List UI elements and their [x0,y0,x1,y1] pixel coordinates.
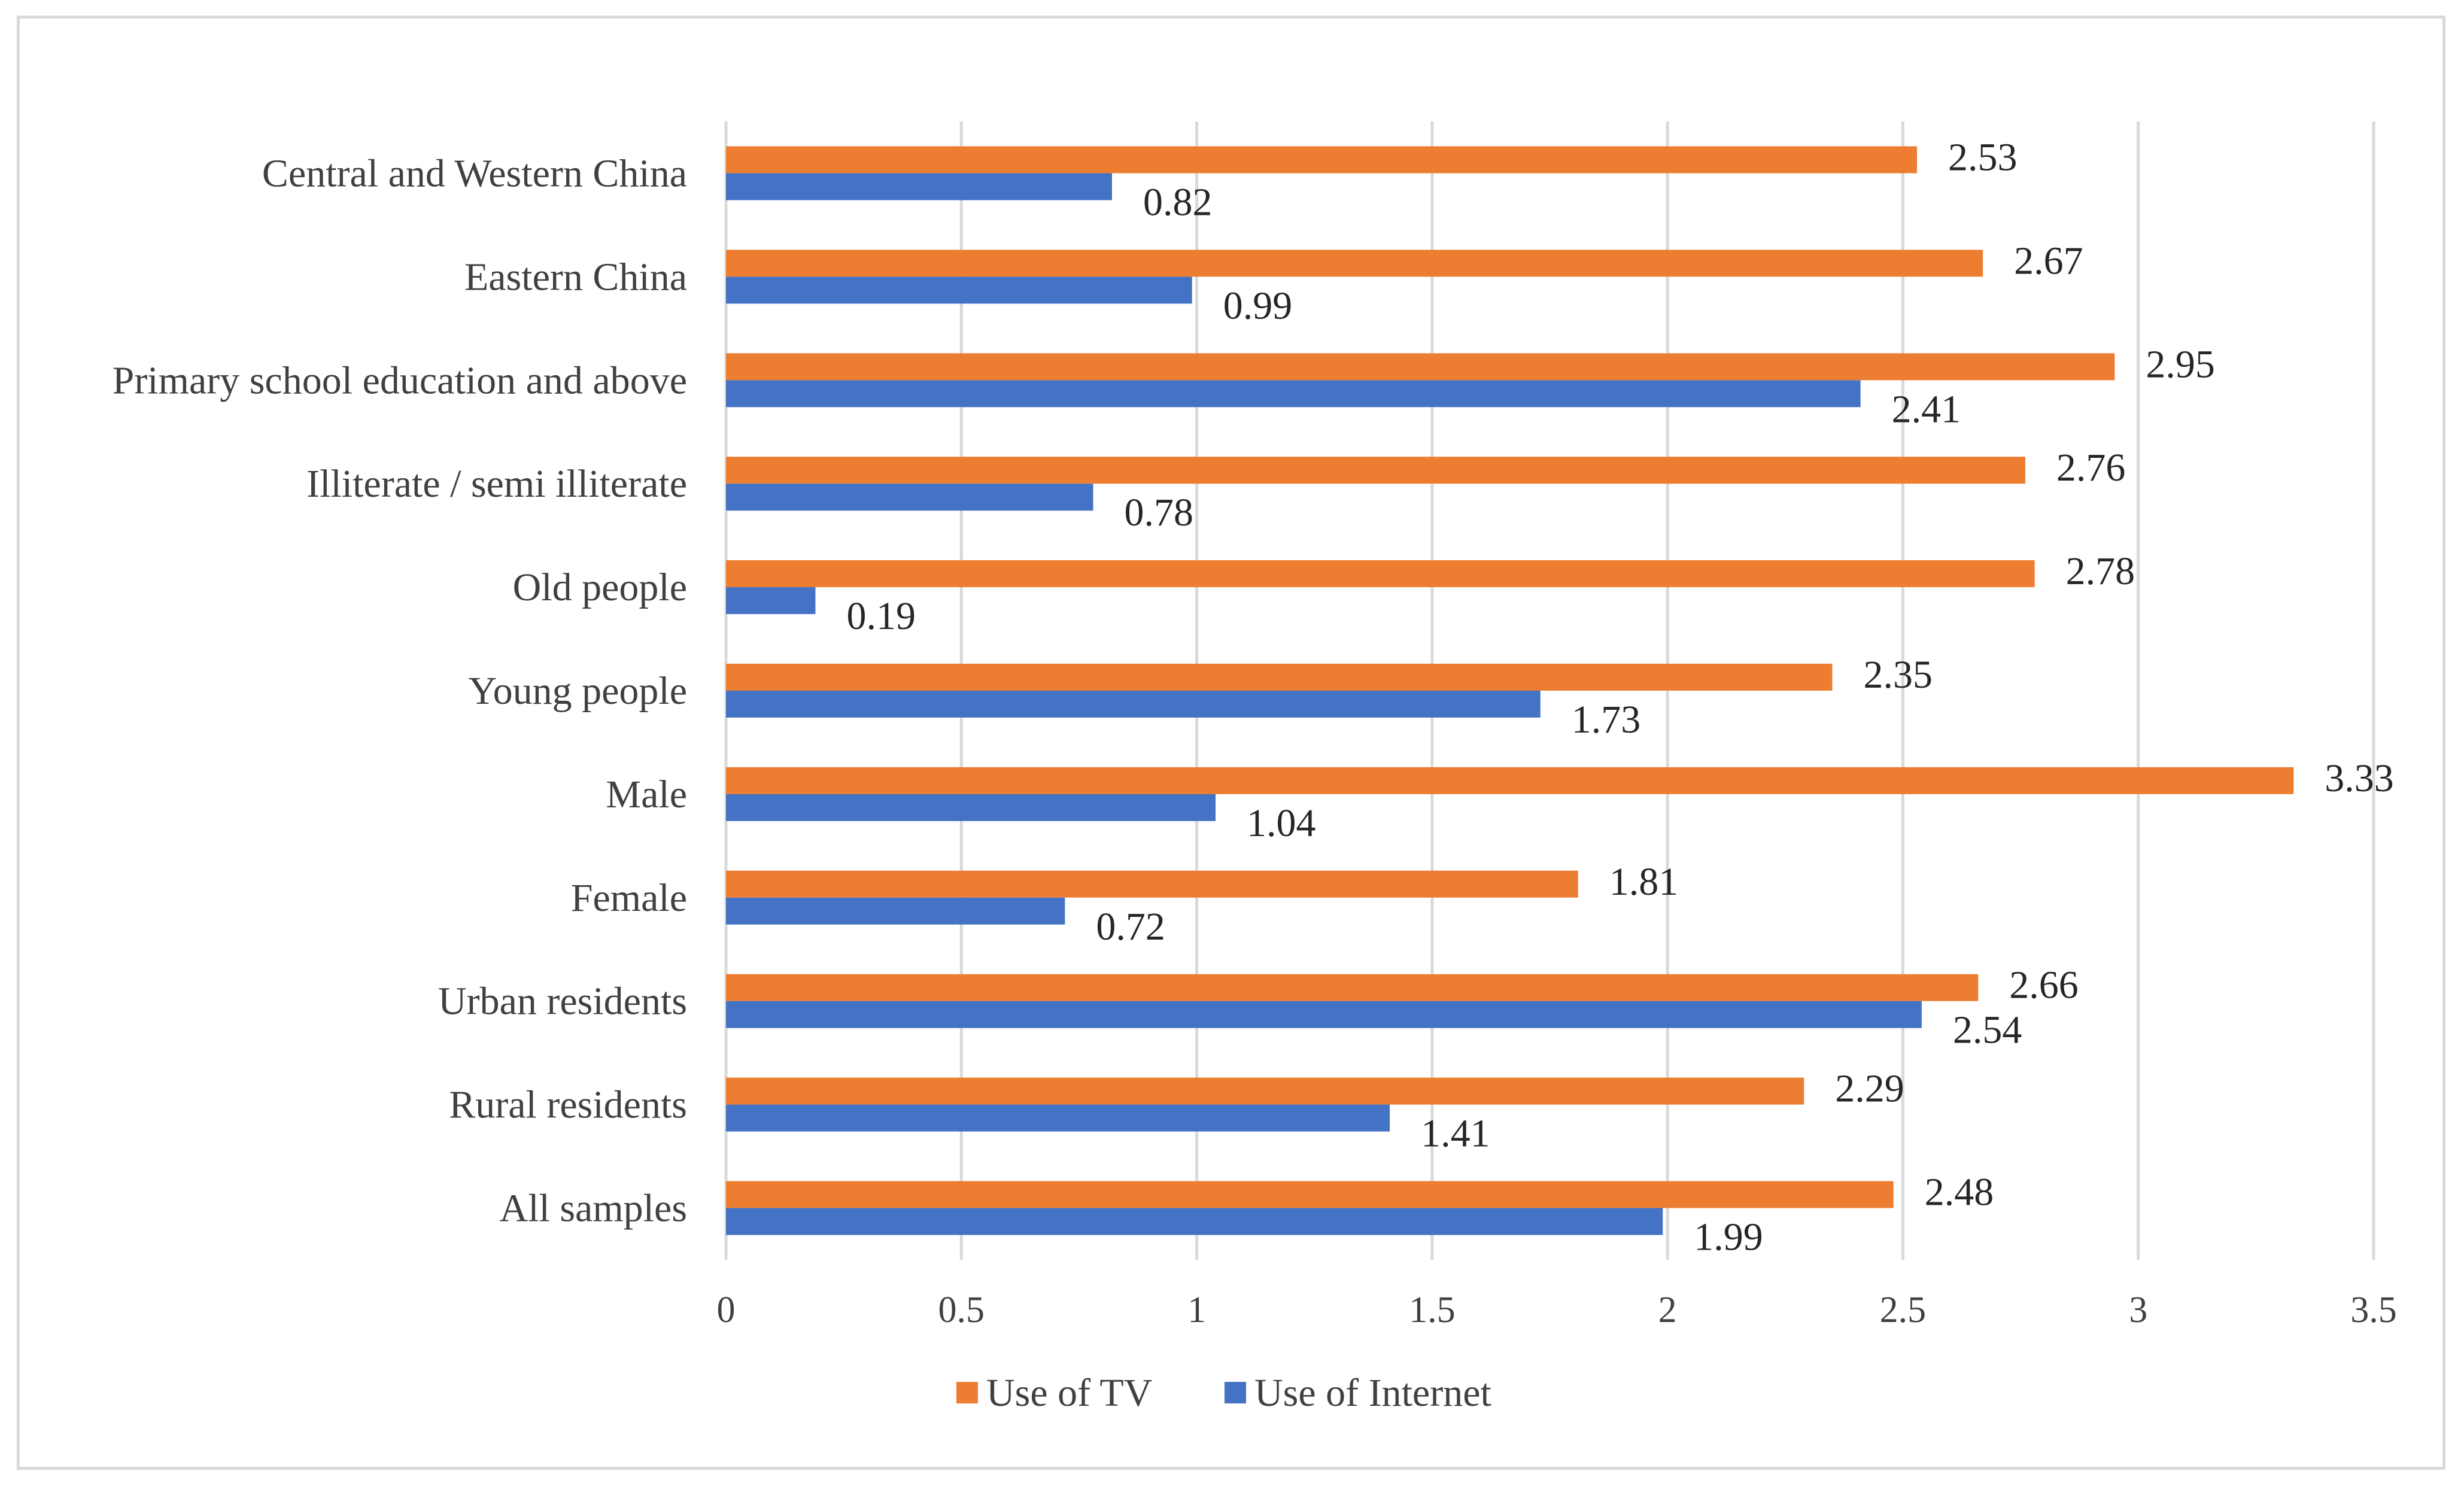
x-tick-label-0: 0 [717,1290,736,1330]
category-label-rural-residents: Rural residents [449,1083,687,1127]
bar-tv-illiterate-semi-illiterate [726,457,2025,484]
data-label-internet-eastern-china: 0.99 [1223,284,1292,327]
data-label-tv-old-people: 2.78 [2066,549,2135,593]
data-label-tv-male: 3.33 [2325,756,2394,800]
x-tick-label-2-5: 2.5 [1880,1290,1927,1330]
category-label-male: Male [606,773,687,816]
data-label-tv-female: 1.81 [1609,860,1679,904]
category-label-young-people: Young people [469,669,687,713]
bar-internet-central-and-western-china [726,173,1112,200]
data-label-internet-young-people: 1.73 [1572,698,1641,742]
bar-internet-female [726,897,1065,925]
category-label-central-and-western-china: Central and Western China [262,151,687,195]
bar-internet-illiterate-semi-illiterate [726,484,1093,511]
category-label-all-samples: All samples [500,1187,687,1230]
legend-item-use-of-internet: Use of Internet [1225,1371,1491,1415]
data-label-tv-primary-school-education-and-above: 2.95 [2146,342,2215,386]
data-label-tv-young-people: 2.35 [1863,653,1933,697]
legend-item-use-of-tv: Use of TV [956,1371,1152,1415]
x-tick-label-3-5: 3.5 [2350,1290,2397,1330]
bar-internet-rural-residents [726,1104,1390,1132]
legend: Use of TV Use of Internet [956,1371,1491,1415]
bar-tv-young-people [726,664,1833,691]
bar-tv-rural-residents [726,1077,1804,1105]
category-label-illiterate-semi-illiterate: Illiterate / semi illiterate [306,462,687,506]
data-label-internet-urban-residents: 2.54 [1953,1008,2022,1052]
bars [726,146,2294,1235]
bar-tv-male [726,767,2294,794]
data-label-internet-female: 0.72 [1096,905,1165,949]
x-tick-label-0-5: 0.5 [938,1290,985,1330]
bar-tv-old-people [726,560,2035,588]
bar-internet-all-samples [726,1208,1663,1235]
bar-internet-male [726,794,1216,821]
legend-swatch-use-of-internet [1225,1382,1246,1403]
data-label-tv-urban-residents: 2.66 [2009,964,2079,1007]
legend-label-use-of-internet: Use of Internet [1254,1371,1491,1415]
bar-internet-young-people [726,691,1541,718]
legend-swatch-use-of-tv [956,1382,978,1403]
bar-internet-primary-school-education-and-above [726,380,1861,408]
category-label-old-people: Old people [513,566,687,609]
category-labels: All samples Rural residents Urban resident… [113,151,687,1230]
category-label-female: Female [571,876,687,920]
data-label-internet-male: 1.04 [1247,801,1316,845]
legend-label-use-of-tv: Use of TV [986,1371,1152,1415]
category-label-urban-residents: Urban residents [438,980,687,1023]
bar-internet-old-people [726,587,816,615]
bar-tv-all-samples [726,1181,1894,1208]
bar-tv-female [726,870,1578,898]
bar-tv-eastern-china [726,250,1983,277]
x-tick-label-1-5: 1.5 [1409,1290,1456,1330]
data-label-internet-rural-residents: 1.41 [1421,1112,1490,1156]
x-tick-label-2: 2 [1658,1290,1677,1330]
bar-chart: All samples Rural residents Urban resident… [113,121,2397,1415]
data-label-tv-eastern-china: 2.67 [2014,239,2083,282]
data-label-internet-illiterate-semi-illiterate: 0.78 [1125,491,1194,534]
bar-tv-central-and-western-china [726,146,1918,174]
data-label-tv-rural-residents: 2.29 [1835,1067,1904,1111]
x-tick-label-3: 3 [2129,1290,2147,1330]
x-tick-label-1: 1 [1187,1290,1206,1330]
bar-tv-primary-school-education-and-above [726,353,2115,381]
x-tick-labels: 0 0.5 1 1.5 2 2.5 3 3.5 [717,1290,2397,1330]
data-labels: 2.48 1.99 2.29 1.41 2.662.54 1.81 0.72 3.33 1.04… [846,135,2393,1259]
bar-tv-urban-residents [726,974,1979,1001]
data-label-tv-central-and-western-china: 2.53 [1948,135,2018,179]
category-label-primary-school-education-and-above: Primary school education and above [113,358,687,402]
bar-internet-urban-residents [726,1001,1922,1028]
category-label-eastern-china: Eastern China [464,255,687,299]
data-label-internet-primary-school-education-and-above: 2.41 [1892,387,1961,431]
data-label-internet-all-samples: 1.99 [1694,1215,1763,1259]
data-label-internet-central-and-western-china: 0.82 [1143,180,1213,224]
data-label-tv-all-samples: 2.48 [1925,1171,1994,1214]
chart-frame: All samples Rural residents Urban resident… [17,16,2445,1470]
bar-internet-eastern-china [726,276,1192,304]
data-label-internet-old-people: 0.19 [846,594,916,638]
data-label-tv-illiterate-semi-illiterate: 2.76 [2056,446,2126,490]
